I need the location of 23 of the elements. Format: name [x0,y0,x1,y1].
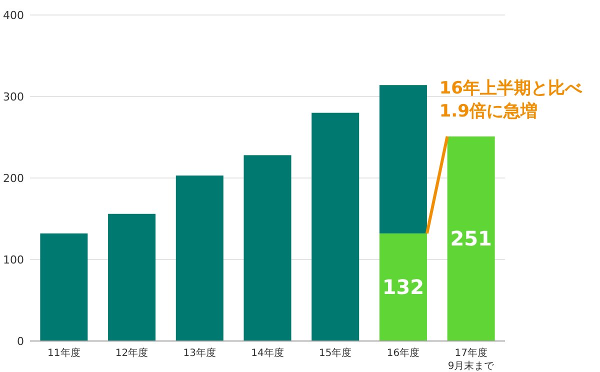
x-tick-label: 15年度 [318,347,352,359]
x-tick-label: 13年度 [183,347,216,359]
bar [312,112,360,341]
x-tick-label: 12年度 [115,347,148,359]
bar [176,176,224,341]
y-tick-label: 300 [3,90,24,104]
y-tick-label: 0 [17,334,24,348]
x-tick-label: 16年度 [386,347,420,359]
data-label: 132 [382,275,424,300]
data-label: 251 [450,226,492,251]
bar [447,136,495,341]
bar [379,85,427,234]
x-tick-label: 17年度 9月末まで [448,347,496,372]
bar [40,233,88,341]
x-tick-label: 11年度 [48,347,80,359]
bar [379,233,427,341]
annotation: 16年上半期と比べ 1.9倍に急増 [439,78,583,122]
y-tick-label: 100 [3,253,24,266]
x-tick-label: 14年度 [251,347,284,359]
y-tick-label: 200 [3,172,24,185]
bar [108,214,156,341]
bar [244,155,292,341]
y-tick-label: 400 [3,8,24,22]
